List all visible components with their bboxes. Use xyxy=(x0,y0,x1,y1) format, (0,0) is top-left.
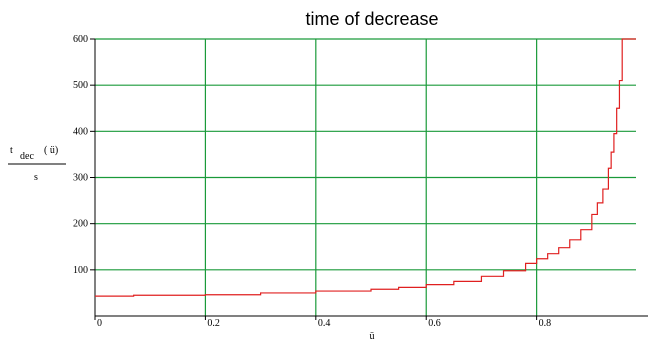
x-tick-labels: 0 0.2 0.4 0.6 0.8 xyxy=(97,318,551,329)
y-label-subscript: dec xyxy=(20,151,34,162)
y-tick-labels: 100 200 300 400 500 600 xyxy=(73,34,88,276)
y-tick-label: 600 xyxy=(73,34,88,45)
x-tick-label: 0 xyxy=(97,318,102,329)
y-label-denominator: s xyxy=(34,172,38,183)
chart-title: time of decrease xyxy=(305,9,438,29)
series-line xyxy=(95,38,636,297)
y-tick-label: 100 xyxy=(73,265,88,276)
x-tick-label: 0.8 xyxy=(539,318,552,329)
y-tick-label: 300 xyxy=(73,173,88,184)
y-axis-label: t dec ( ü) s xyxy=(8,145,66,183)
y-label-arg: ( ü) xyxy=(44,145,58,156)
x-axis-label: ü xyxy=(370,331,375,340)
y-label-symbol: t xyxy=(10,145,13,156)
x-tick-label: 0.6 xyxy=(428,318,441,329)
axes xyxy=(90,38,648,320)
grid xyxy=(95,38,636,316)
y-tick-label: 400 xyxy=(73,126,88,137)
y-tick-label: 200 xyxy=(73,219,88,230)
x-tick-label: 0.4 xyxy=(318,318,331,329)
x-tick-label: 0.2 xyxy=(207,318,220,329)
y-tick-label: 500 xyxy=(73,80,88,91)
